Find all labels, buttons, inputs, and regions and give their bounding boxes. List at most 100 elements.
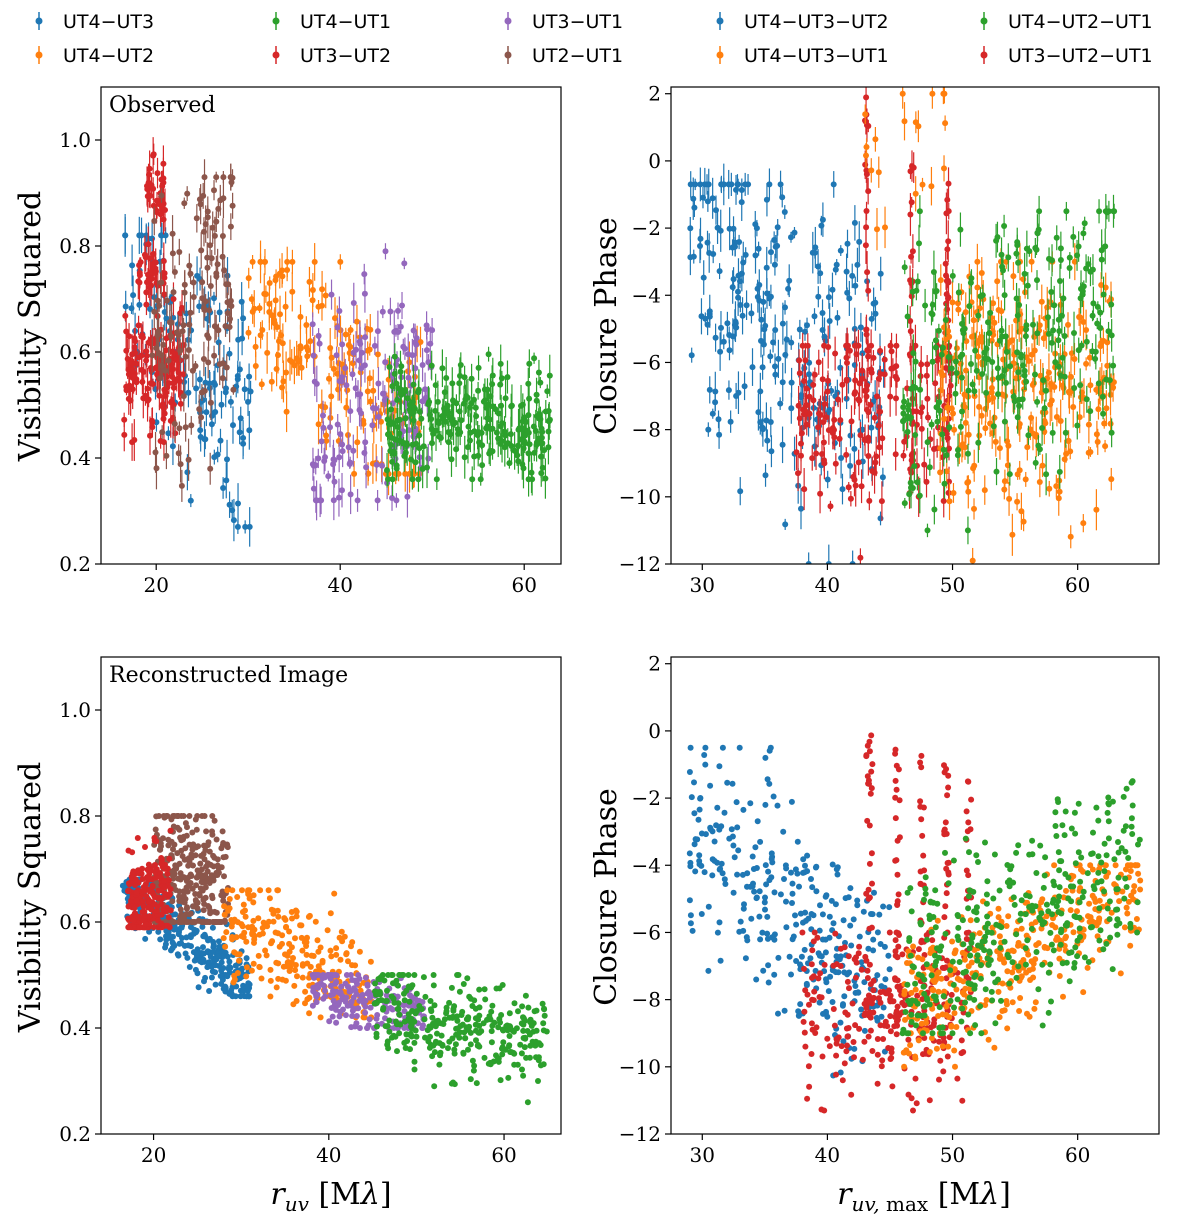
data-point [226, 501, 233, 508]
data-point [917, 386, 924, 393]
data-point [803, 385, 810, 392]
data-point [545, 418, 552, 425]
data-point [211, 187, 217, 194]
data-point [315, 332, 322, 339]
data-point [812, 244, 819, 251]
data-point [764, 437, 771, 444]
data-point [182, 845, 189, 852]
data-point [364, 347, 371, 354]
data-point [339, 448, 346, 455]
data-point [862, 161, 869, 168]
data-point [847, 462, 854, 469]
data-point [990, 395, 997, 401]
data-point [432, 407, 439, 414]
data-point [903, 433, 910, 440]
data-point [868, 342, 875, 349]
data-point [868, 315, 875, 322]
data-point [700, 274, 707, 281]
data-point [412, 459, 419, 466]
data-point [863, 208, 870, 214]
data-point [706, 386, 713, 393]
data-point [829, 286, 836, 293]
data-point [1087, 268, 1094, 275]
data-point [923, 372, 930, 379]
data-point [361, 362, 368, 369]
data-point [320, 412, 326, 419]
data-point [988, 389, 995, 396]
data-point [957, 353, 964, 360]
data-point [887, 342, 894, 349]
data-point [328, 291, 335, 298]
data-point [1071, 385, 1078, 391]
data-point [138, 232, 145, 239]
data-point [309, 321, 316, 328]
data-point [151, 308, 158, 315]
data-point [774, 224, 781, 231]
y-tick-label: 1.0 [59, 128, 91, 152]
data-point [223, 385, 229, 392]
data-point [928, 183, 935, 190]
data-point [320, 424, 327, 431]
data-point [1080, 230, 1087, 237]
data-point [1010, 273, 1017, 280]
data-point [219, 828, 226, 835]
data-point [148, 275, 155, 282]
data-point [825, 344, 832, 350]
data-point [171, 925, 178, 932]
data-point [715, 416, 722, 423]
data-point [180, 393, 187, 400]
data-point [926, 464, 933, 471]
data-point [935, 327, 942, 334]
data-point [387, 448, 394, 454]
data-point [730, 276, 737, 283]
data-point [234, 376, 241, 383]
data-point [1009, 531, 1016, 538]
data-point [489, 403, 496, 410]
data-point [948, 405, 955, 412]
data-point [1086, 354, 1093, 361]
data-point [1016, 328, 1023, 335]
legend-marker [35, 51, 43, 59]
panel-label-observed: Observed [109, 93, 215, 118]
data-point [827, 503, 834, 510]
data-point [835, 396, 842, 403]
panel-observed-closure-phase: 30 40 50 60 −12 −10 −8 −6 −4 −2 0 2 Closure Phase [589, 82, 1160, 597]
data-point [737, 488, 744, 495]
data-point [725, 387, 732, 394]
data-point [240, 988, 247, 995]
data-point [206, 959, 212, 966]
data-point [471, 428, 478, 435]
data-point [193, 951, 200, 958]
data-point [389, 476, 396, 483]
data-point [953, 345, 960, 352]
data-point [709, 195, 716, 202]
data-point [213, 273, 220, 280]
data-point [810, 397, 817, 404]
data-point [1036, 479, 1043, 485]
data-point [1023, 326, 1030, 333]
data-point [415, 389, 422, 396]
data-point [824, 476, 831, 483]
data-point [162, 941, 169, 948]
data-point [461, 400, 467, 407]
series-ut2-ut1 [149, 159, 237, 502]
data-point [876, 444, 883, 451]
data-point [246, 427, 253, 434]
data-point [367, 326, 374, 333]
data-point [407, 402, 413, 409]
data-point [135, 278, 142, 285]
data-point [142, 254, 149, 261]
data-point [283, 408, 290, 415]
data-point [339, 341, 346, 348]
data-point [1014, 414, 1021, 421]
data-point [901, 118, 908, 125]
data-point [837, 247, 844, 254]
data-point [450, 421, 457, 427]
data-point [523, 418, 530, 425]
data-point [153, 465, 160, 472]
data-point [201, 307, 208, 313]
data-point [1071, 330, 1077, 336]
data-point [809, 455, 816, 462]
data-point [215, 205, 222, 212]
data-point [1107, 420, 1114, 427]
